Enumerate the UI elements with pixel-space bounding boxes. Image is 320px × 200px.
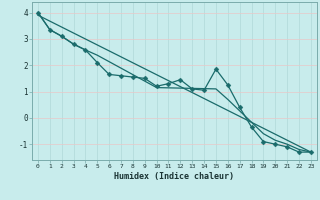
X-axis label: Humidex (Indice chaleur): Humidex (Indice chaleur) bbox=[115, 172, 234, 181]
